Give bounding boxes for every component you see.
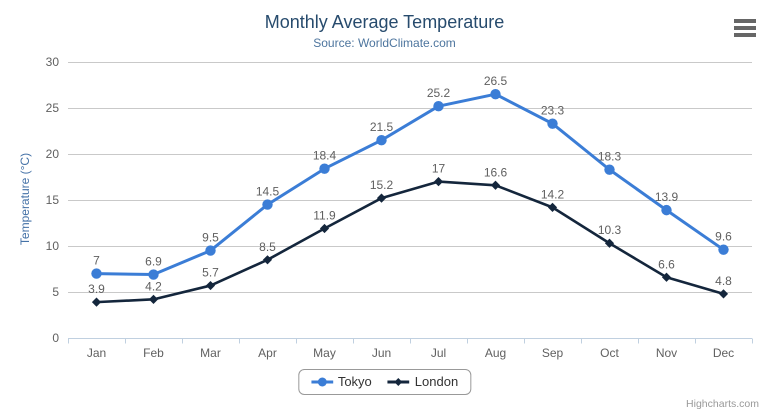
x-axis-label: Feb xyxy=(143,346,164,360)
data-label-tokyo: 9.6 xyxy=(715,230,732,244)
data-label-london: 10.3 xyxy=(598,223,622,237)
legend-label: London xyxy=(414,374,459,389)
marker-tokyo[interactable] xyxy=(718,244,729,255)
x-axis-label: Mar xyxy=(200,346,221,360)
y-axis-label: 20 xyxy=(46,147,60,161)
x-axis-label: Jun xyxy=(372,346,391,360)
marker-london[interactable] xyxy=(661,272,672,282)
x-axis-label: Nov xyxy=(656,346,677,360)
legend-item-london[interactable]: London xyxy=(387,374,459,389)
marker-tokyo[interactable] xyxy=(376,135,387,146)
hamburger-icon[interactable] xyxy=(734,19,756,37)
marker-tokyo[interactable] xyxy=(490,89,501,100)
marker-tokyo[interactable] xyxy=(205,245,216,256)
data-label-london: 3.9 xyxy=(88,282,105,296)
y-axis-label: 0 xyxy=(52,331,59,345)
data-label-tokyo: 18.4 xyxy=(313,149,337,163)
marker-tokyo[interactable] xyxy=(604,164,615,175)
marker-london[interactable] xyxy=(376,193,387,203)
marker-london[interactable] xyxy=(148,294,159,304)
marker-tokyo[interactable] xyxy=(148,269,159,280)
x-axis-label: Oct xyxy=(600,346,619,360)
x-axis-label: Jan xyxy=(87,346,106,360)
marker-london[interactable] xyxy=(262,255,273,265)
data-label-london: 8.5 xyxy=(259,240,276,254)
data-label-tokyo: 13.9 xyxy=(655,190,679,204)
marker-tokyo[interactable] xyxy=(661,204,672,216)
marker-london[interactable] xyxy=(718,289,729,299)
y-axis-label: 5 xyxy=(52,285,59,299)
x-axis-label: Dec xyxy=(713,346,734,360)
hamburger-bar xyxy=(734,33,756,37)
data-label-tokyo: 6.9 xyxy=(145,255,162,269)
y-axis-label: 15 xyxy=(46,193,60,207)
marker-london[interactable] xyxy=(319,223,330,234)
legend-marker-diamond-icon xyxy=(387,377,410,386)
chart-title: Monthly Average Temperature xyxy=(264,12,505,32)
x-axis-label: Sep xyxy=(542,346,564,360)
y-axis-label: 30 xyxy=(46,55,60,69)
data-label-tokyo: 9.5 xyxy=(202,231,219,245)
marker-tokyo[interactable] xyxy=(433,100,444,112)
data-label-london: 17 xyxy=(432,162,446,176)
data-label-tokyo: 23.3 xyxy=(541,104,565,118)
y-axis-label: 25 xyxy=(46,101,60,115)
legend-item-tokyo[interactable]: Tokyo xyxy=(310,374,372,389)
marker-london[interactable] xyxy=(91,297,102,307)
legend-marker-circle-icon xyxy=(310,377,333,386)
hamburger-bar xyxy=(734,26,756,30)
marker-london[interactable] xyxy=(205,280,216,291)
marker-tokyo[interactable] xyxy=(547,118,558,129)
legend-label: Tokyo xyxy=(337,374,372,389)
y-axis-label: 10 xyxy=(46,239,60,253)
marker-london[interactable] xyxy=(547,202,558,212)
marker-tokyo[interactable] xyxy=(262,199,273,210)
marker-london[interactable] xyxy=(604,238,615,248)
chart-subtitle: Source: WorldClimate.com xyxy=(313,36,456,50)
data-label-tokyo: 7 xyxy=(93,254,100,268)
data-label-tokyo: 14.5 xyxy=(256,185,280,199)
data-label-tokyo: 26.5 xyxy=(484,74,508,88)
x-axis-label: Jul xyxy=(431,346,446,360)
x-axis-label: Apr xyxy=(258,346,277,360)
data-label-london: 4.8 xyxy=(715,274,732,288)
data-label-tokyo: 18.3 xyxy=(598,150,622,164)
data-label-london: 6.6 xyxy=(658,257,675,271)
data-label-tokyo: 21.5 xyxy=(370,120,394,134)
series-line-tokyo[interactable] xyxy=(95,92,725,277)
marker-london[interactable] xyxy=(490,180,501,190)
data-label-london: 16.6 xyxy=(484,165,508,179)
series-line-london[interactable] xyxy=(95,180,725,304)
marker-tokyo[interactable] xyxy=(91,268,102,279)
data-label-london: 11.9 xyxy=(313,209,336,223)
credits-link[interactable]: Highcharts.com xyxy=(686,398,759,410)
x-axis-label: Aug xyxy=(485,346,506,360)
marker-tokyo[interactable] xyxy=(319,163,330,174)
data-label-london: 4.2 xyxy=(145,279,162,293)
data-label-london: 15.2 xyxy=(370,178,394,192)
data-label-tokyo: 25.2 xyxy=(427,86,451,100)
legend: Tokyo London xyxy=(297,369,472,395)
data-label-london: 5.7 xyxy=(202,266,219,280)
hamburger-bar xyxy=(734,19,756,23)
x-axis-label: May xyxy=(313,346,336,360)
data-label-london: 14.2 xyxy=(541,187,565,201)
marker-london[interactable] xyxy=(433,177,444,187)
